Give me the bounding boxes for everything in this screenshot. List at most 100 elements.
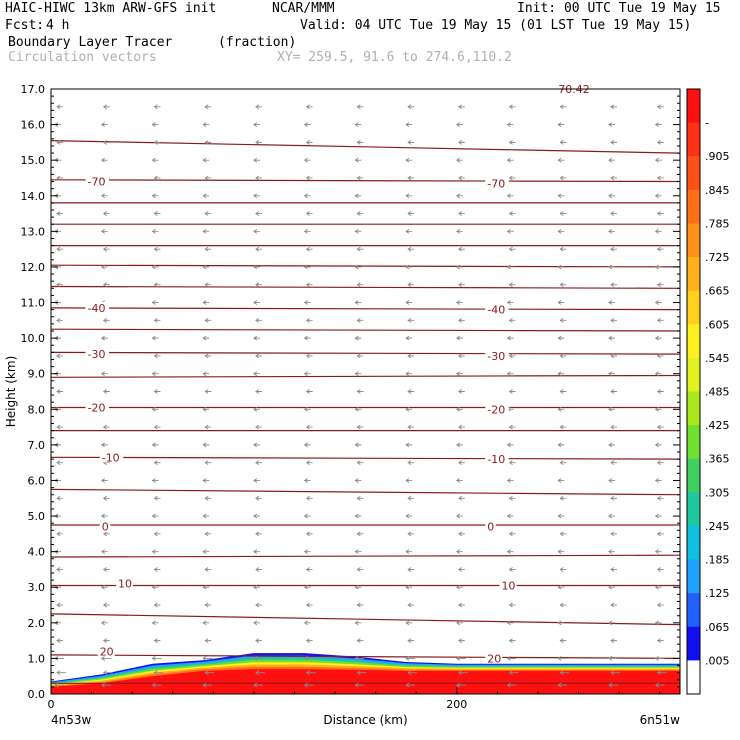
contour-label-bg bbox=[485, 520, 496, 532]
contour-label-bg bbox=[99, 451, 124, 463]
colorbar-label: .185 bbox=[705, 554, 730, 567]
circulation-vector bbox=[303, 228, 311, 234]
circulation-vector bbox=[102, 282, 110, 288]
circulation-vector bbox=[253, 228, 260, 234]
temperature-contour-line bbox=[50, 654, 681, 659]
y-tick-label: 2.0 bbox=[28, 617, 46, 630]
circulation-vector bbox=[407, 424, 415, 430]
circulation-vector bbox=[557, 549, 565, 555]
colorbar-swatch bbox=[687, 223, 700, 258]
circulation-vector bbox=[153, 389, 161, 394]
circulation-vector bbox=[559, 638, 567, 643]
circulation-vector bbox=[100, 584, 108, 590]
circulation-vector bbox=[303, 620, 311, 626]
circulation-vector bbox=[56, 670, 67, 676]
contour-label: -40 bbox=[487, 304, 505, 317]
circulation-vector bbox=[610, 389, 617, 394]
circulation-vector bbox=[455, 228, 463, 234]
y-tick-label: 17.0 bbox=[21, 83, 46, 96]
colorbar: - .905 .845 .785 .725 .665 .605 .545 .485 .425 .36… bbox=[686, 88, 730, 695]
circulation-vector bbox=[457, 670, 468, 676]
circulation-vector bbox=[356, 211, 364, 216]
circulation-vector bbox=[102, 567, 110, 572]
contour-label-bg bbox=[485, 652, 503, 664]
circulation-vector bbox=[303, 300, 311, 305]
contour-label: -30 bbox=[88, 348, 106, 361]
circulation-vector bbox=[151, 513, 159, 519]
circulation-vector bbox=[407, 317, 415, 323]
circulation-vector bbox=[506, 620, 514, 626]
circulation-vector bbox=[56, 424, 64, 430]
circulation-vector bbox=[153, 638, 161, 643]
circulation-vector bbox=[559, 140, 567, 145]
circulation-vector bbox=[656, 104, 664, 110]
circulation-vector bbox=[56, 531, 64, 537]
circulation-vector bbox=[202, 157, 210, 163]
circulation-vector bbox=[202, 228, 210, 234]
circulation-vector bbox=[255, 602, 262, 608]
circulation-vector bbox=[354, 513, 362, 519]
circulation-vector bbox=[557, 406, 565, 412]
circulation-vector bbox=[202, 335, 210, 341]
contour-label: 10 bbox=[118, 578, 132, 591]
circulation-vector bbox=[305, 282, 313, 288]
circulation-vector bbox=[654, 584, 662, 590]
circulation-vector bbox=[151, 371, 159, 377]
circulation-vector bbox=[303, 406, 311, 412]
contour-labels: -70 -70 -40 -40 -30 -30 -20 -20 -10 -10 0 0 10 10 20 20… bbox=[85, 83, 593, 665]
circulation-vector bbox=[153, 670, 164, 676]
circulation-vector bbox=[455, 264, 463, 270]
circulation-vector bbox=[405, 584, 413, 590]
circulation-vector bbox=[305, 140, 313, 145]
circulation-vector bbox=[102, 104, 110, 110]
circulation-vector bbox=[56, 211, 64, 216]
circulation-vector bbox=[654, 406, 662, 412]
circulation-vector bbox=[654, 620, 662, 626]
circulation-vector bbox=[457, 531, 465, 537]
y-tick-label: 12.0 bbox=[21, 261, 46, 274]
circulation-vector bbox=[305, 389, 313, 394]
circulation-vector bbox=[100, 442, 108, 448]
circulation-vector bbox=[102, 140, 110, 145]
colorbar-swatch bbox=[687, 525, 700, 561]
circulation-vector bbox=[654, 513, 662, 519]
circulation-vector bbox=[303, 264, 311, 270]
circulation-vector bbox=[457, 282, 465, 288]
circulation-vector bbox=[656, 531, 664, 537]
circulation-vector bbox=[407, 602, 415, 608]
y-tick-label: 4.0 bbox=[28, 546, 46, 559]
axes: 0.0 1.0 2.0 3.0 4.0 5.0 6.0 7.0 8.0 9.0 10.0 11.0 12… bbox=[4, 83, 681, 727]
circulation-vector bbox=[303, 122, 311, 127]
circulation-vector bbox=[506, 656, 517, 661]
circulation-vector bbox=[354, 584, 362, 590]
circulation-vector bbox=[153, 246, 161, 252]
circulation-vector bbox=[654, 228, 662, 234]
contour-label: -20 bbox=[88, 402, 106, 415]
contour-label: -70 bbox=[88, 176, 106, 189]
circulation-vector bbox=[405, 300, 413, 305]
circulation-vector bbox=[202, 122, 210, 127]
circulation-vector bbox=[506, 682, 517, 688]
circulation-vector bbox=[56, 460, 64, 466]
circulation-vector bbox=[102, 531, 110, 537]
circulation-vector bbox=[407, 389, 415, 394]
circulation-vector bbox=[610, 317, 617, 323]
circulation-vector bbox=[204, 495, 212, 501]
temperature-contours bbox=[50, 140, 681, 684]
circulation-vector bbox=[202, 682, 213, 688]
temperature-contour-line bbox=[50, 264, 681, 268]
circulation-vector bbox=[102, 638, 110, 643]
circulation-vector bbox=[610, 531, 617, 537]
contour-label-bg bbox=[85, 301, 110, 313]
contour-label-bg bbox=[99, 520, 111, 532]
circulation-vector bbox=[202, 406, 210, 412]
circulation-vector bbox=[455, 193, 463, 199]
circulation-vector bbox=[255, 638, 262, 643]
circulation-vector bbox=[202, 656, 213, 661]
circulation-vector bbox=[354, 193, 362, 199]
temperature-contour-line bbox=[50, 613, 681, 626]
circulation-vector bbox=[204, 638, 212, 643]
circulation-vector bbox=[559, 282, 567, 288]
circulation-vector bbox=[407, 211, 415, 216]
circulation-vector bbox=[407, 104, 415, 110]
